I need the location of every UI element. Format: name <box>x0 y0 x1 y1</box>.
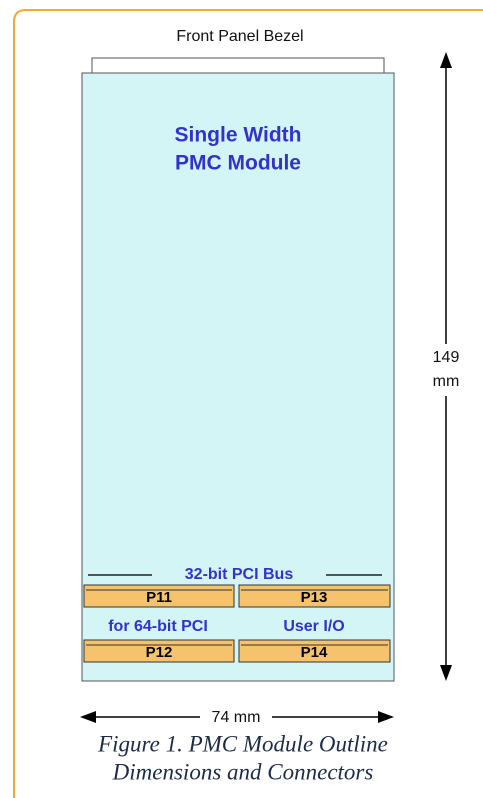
connector-note: User I/O <box>283 618 344 635</box>
connector-note: for 64-bit PCI <box>108 618 208 635</box>
module-board <box>81 72 395 682</box>
connector: P13 <box>238 584 391 608</box>
connector: P14 <box>238 639 391 663</box>
connector-label: P14 <box>301 644 328 661</box>
arrowhead <box>440 665 452 681</box>
caption: Dimensions and Connectors <box>112 759 374 784</box>
height-label: 149 <box>433 349 460 366</box>
module-label: Single Width <box>175 124 302 147</box>
label-bg <box>200 706 272 728</box>
connector-label: P11 <box>146 589 172 606</box>
caption: Figure 1. PMC Module Outline <box>97 731 388 756</box>
height-label: mm <box>433 373 460 390</box>
arrowhead <box>80 711 96 723</box>
connector: P12 <box>83 639 235 663</box>
frame-border <box>13 9 483 798</box>
connector-label: P13 <box>301 589 328 606</box>
label-bg <box>424 344 468 396</box>
bus-label: 32-bit PCI Bus <box>185 566 294 583</box>
module-label: PMC Module <box>175 152 301 175</box>
bezel <box>91 57 385 75</box>
bezel-label: Front Panel Bezel <box>176 28 303 45</box>
connector: P11 <box>83 584 235 608</box>
connector-label: P12 <box>146 644 173 661</box>
arrowhead <box>378 711 394 723</box>
arrowhead <box>440 52 452 68</box>
width-label: 74 mm <box>212 709 261 726</box>
